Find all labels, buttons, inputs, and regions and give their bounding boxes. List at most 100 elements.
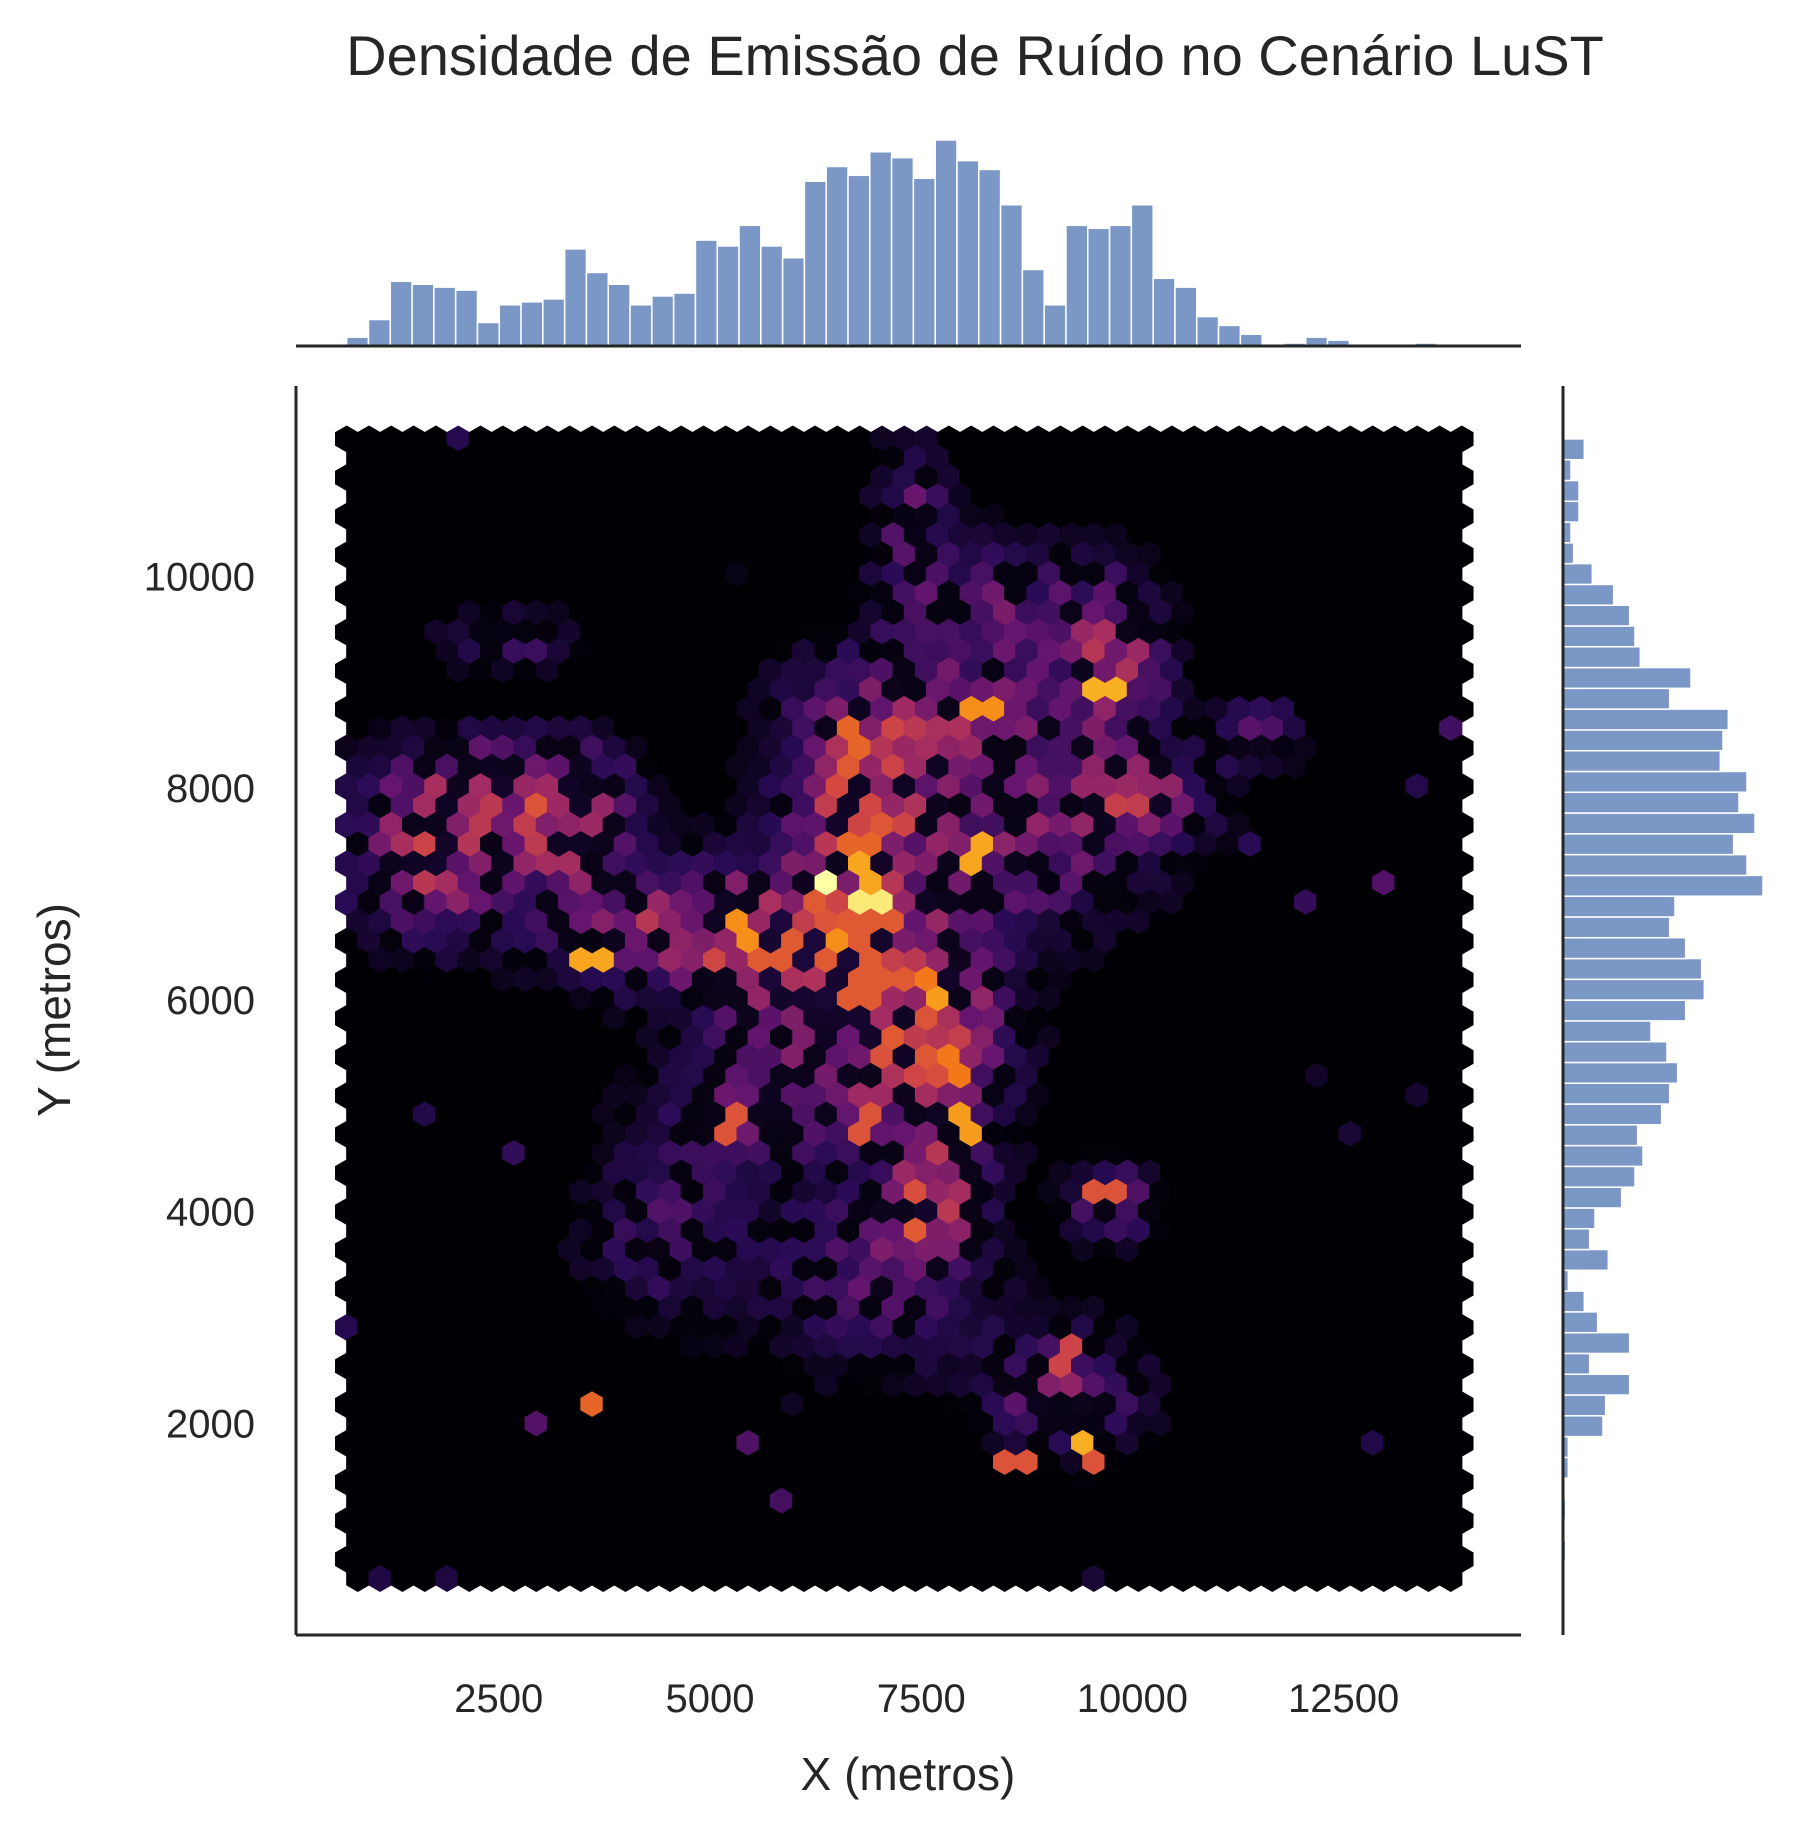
hexbin-cell bbox=[335, 579, 359, 607]
hexbin-cell bbox=[379, 579, 403, 607]
hexbin-cell bbox=[558, 1004, 582, 1032]
hexbin-cell bbox=[1394, 1024, 1418, 1052]
hexbin-cell bbox=[1405, 695, 1429, 723]
hexbin-cell bbox=[848, 541, 872, 569]
hexbin-cell bbox=[1137, 1004, 1162, 1032]
hexbin-cell bbox=[1327, 869, 1351, 897]
hexbin-cell bbox=[970, 1256, 995, 1283]
hexbin-cell bbox=[691, 850, 716, 878]
hexbin-cell bbox=[1338, 927, 1363, 955]
hexbin-cell bbox=[1383, 1159, 1407, 1187]
hexbin-cell bbox=[825, 657, 850, 685]
hexbin-cell bbox=[1204, 1352, 1229, 1380]
hexbin-cell bbox=[926, 1294, 950, 1322]
hexbin-cell bbox=[1004, 1198, 1028, 1226]
hexbin-cell bbox=[703, 1178, 727, 1206]
hexbin-cell bbox=[781, 1507, 805, 1535]
hexbin-cell bbox=[1372, 1140, 1396, 1168]
hexbin-cell bbox=[792, 792, 816, 820]
hexbin-cell bbox=[1182, 1198, 1206, 1226]
right-histogram-bar bbox=[1562, 1186, 1623, 1209]
hexbin-cell bbox=[1104, 1217, 1128, 1245]
top-histogram-bar bbox=[411, 283, 435, 347]
hexbin-cell bbox=[1126, 1256, 1151, 1283]
hexbin-cell bbox=[881, 1449, 905, 1477]
hexbin-cell bbox=[747, 1178, 771, 1206]
hexbin-cell bbox=[1059, 1526, 1084, 1554]
hexbin-cell bbox=[1126, 483, 1151, 511]
hexbin-cell bbox=[1193, 1333, 1218, 1361]
hexbin-cell bbox=[1204, 502, 1229, 530]
hexbin-cell bbox=[558, 1120, 582, 1148]
hexbin-cell bbox=[613, 792, 638, 820]
hexbin-cell bbox=[468, 657, 493, 685]
hexbin-cell bbox=[535, 1468, 560, 1496]
top-histogram-bar bbox=[1239, 333, 1263, 347]
top-histogram-bar bbox=[1021, 268, 1045, 347]
hexbin-cell bbox=[636, 483, 660, 511]
hexbin-cell bbox=[892, 1545, 916, 1573]
hexbin-cell bbox=[457, 522, 482, 549]
hexbin-cell bbox=[513, 695, 537, 723]
top-histogram-bar bbox=[476, 321, 501, 347]
hexbin-cell bbox=[725, 1333, 749, 1361]
hexbin-cell bbox=[736, 1236, 760, 1264]
hexbin-cell bbox=[1439, 1487, 1463, 1515]
hexbin-cell bbox=[948, 483, 972, 511]
hexbin-cell bbox=[1160, 579, 1184, 607]
hexbin-cell bbox=[513, 1275, 537, 1303]
hexbin-cell bbox=[769, 1140, 794, 1168]
hexbin-cell bbox=[1305, 1024, 1329, 1052]
hexbin-cell bbox=[803, 1198, 827, 1226]
hexbin-cell bbox=[346, 985, 370, 1013]
hexbin-cell bbox=[1182, 1120, 1206, 1148]
hexbin-cell bbox=[1294, 1236, 1318, 1264]
hexbin-cell bbox=[747, 1140, 771, 1168]
hexbin-cell bbox=[870, 1507, 894, 1535]
hexbin-cell bbox=[1004, 1275, 1028, 1303]
hexbin-cell bbox=[970, 599, 995, 627]
hexbin-cell bbox=[1071, 1275, 1095, 1303]
hexbin-cell bbox=[1294, 1468, 1318, 1496]
hexbin-cell bbox=[691, 1120, 716, 1148]
hexbin-cell bbox=[580, 1352, 604, 1380]
hexbin-cell bbox=[1427, 1352, 1452, 1380]
hexbin-cell bbox=[1372, 1178, 1396, 1206]
hexbin-cell bbox=[691, 1313, 716, 1341]
hexbin-cell bbox=[691, 541, 716, 569]
hexbin-cell bbox=[881, 1333, 905, 1361]
hexbin-cell bbox=[870, 1004, 894, 1032]
hexbin-cell bbox=[959, 734, 983, 762]
hexbin-cell bbox=[1093, 1198, 1117, 1226]
hexbin-cell bbox=[747, 560, 771, 588]
hexbin-cell bbox=[1427, 618, 1452, 646]
hexbin-cell bbox=[535, 618, 560, 646]
hexbin-cell bbox=[825, 1313, 850, 1341]
hexbin-cell bbox=[1271, 1313, 1296, 1341]
hexbin-cell bbox=[914, 889, 939, 916]
hexbin-cell bbox=[613, 869, 638, 897]
hexbin-cell bbox=[335, 1429, 359, 1457]
hexbin-cell bbox=[1160, 464, 1184, 492]
hexbin-cell bbox=[513, 1352, 537, 1380]
hexbin-cell bbox=[1126, 1371, 1151, 1399]
hexbin-cell bbox=[569, 522, 593, 549]
hexbin-cell bbox=[368, 908, 392, 936]
hexbin-cell bbox=[1115, 966, 1139, 994]
hexbin-cell bbox=[491, 1429, 515, 1457]
hexbin-cell bbox=[457, 1333, 482, 1361]
hexbin-cell bbox=[613, 985, 638, 1013]
hexbin-cell bbox=[468, 1043, 493, 1071]
hexbin-cell bbox=[814, 560, 838, 588]
hexbin-cell bbox=[859, 483, 883, 511]
hexbin-cell bbox=[479, 869, 504, 897]
hexbin-cell bbox=[803, 1043, 827, 1071]
hexbin-cell bbox=[335, 927, 359, 955]
hexbin-cell bbox=[992, 753, 1017, 781]
hexbin-cell bbox=[870, 1236, 894, 1264]
hexbin-cell bbox=[836, 637, 861, 665]
hexbin-cell bbox=[390, 676, 415, 704]
hexbin-cell bbox=[1439, 792, 1463, 820]
hexbin-cell bbox=[1305, 676, 1329, 704]
hexbin-cell bbox=[680, 1333, 705, 1361]
